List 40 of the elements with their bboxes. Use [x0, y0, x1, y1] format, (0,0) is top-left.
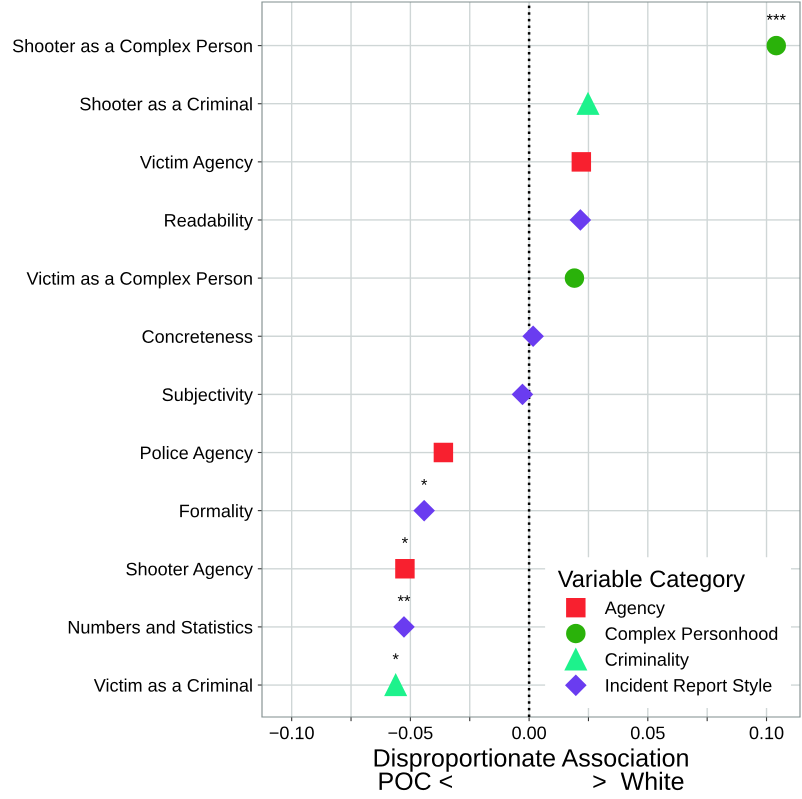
- point: [414, 500, 435, 522]
- y-tick-label: Shooter as a Criminal: [80, 97, 252, 110]
- x-tick-label: −0.10: [270, 726, 314, 740]
- x-tick-label: 0.05: [630, 726, 665, 740]
- annotation: *: [392, 653, 399, 660]
- point: [522, 326, 544, 347]
- y-tick-label: Shooter Agency: [126, 562, 253, 580]
- x-tick-label: −0.05: [388, 726, 432, 740]
- y-tick-label: Concreteness: [142, 330, 252, 343]
- annotation: ***: [766, 14, 786, 20]
- point: [434, 442, 454, 462]
- x-axis-title: Disproportionate Association POC < > White: [374, 748, 688, 790]
- y-tick-label: Victim Agency: [140, 155, 253, 172]
- annotation: **: [398, 595, 410, 602]
- x-tick-label: 0.10: [750, 726, 784, 740]
- legend-title: Variable Category: [558, 570, 745, 592]
- y-tick-label: Victim as a Complex Person: [26, 272, 252, 288]
- y-tick-label: Victim as a Criminal: [94, 678, 252, 692]
- annotation: *: [421, 479, 428, 485]
- point: [570, 209, 591, 231]
- annotation: *: [402, 537, 408, 544]
- y-tick-label: Shooter as a Complex Person: [12, 39, 252, 56]
- point: [395, 559, 415, 578]
- point: [576, 92, 600, 115]
- point: [766, 36, 786, 56]
- y-tick-label: Readability: [165, 213, 253, 230]
- legend-label: Incident Report Style: [606, 678, 772, 696]
- point: [564, 268, 584, 288]
- x-tick-label: 0.00: [512, 726, 546, 740]
- legend-label: Agency: [604, 602, 665, 618]
- y-tick-label: Formality: [180, 504, 253, 521]
- y-tick-label: Numbers and Statistics: [68, 620, 252, 634]
- y-tick-label: Police Agency: [141, 446, 253, 463]
- legend-label: Criminality: [606, 652, 689, 670]
- point: [512, 384, 533, 405]
- y-tick-label: Subjectivity: [162, 388, 253, 405]
- point: [393, 616, 414, 638]
- point: [384, 674, 407, 696]
- legend-label: Complex Personhood: [606, 626, 778, 644]
- point: [572, 152, 592, 172]
